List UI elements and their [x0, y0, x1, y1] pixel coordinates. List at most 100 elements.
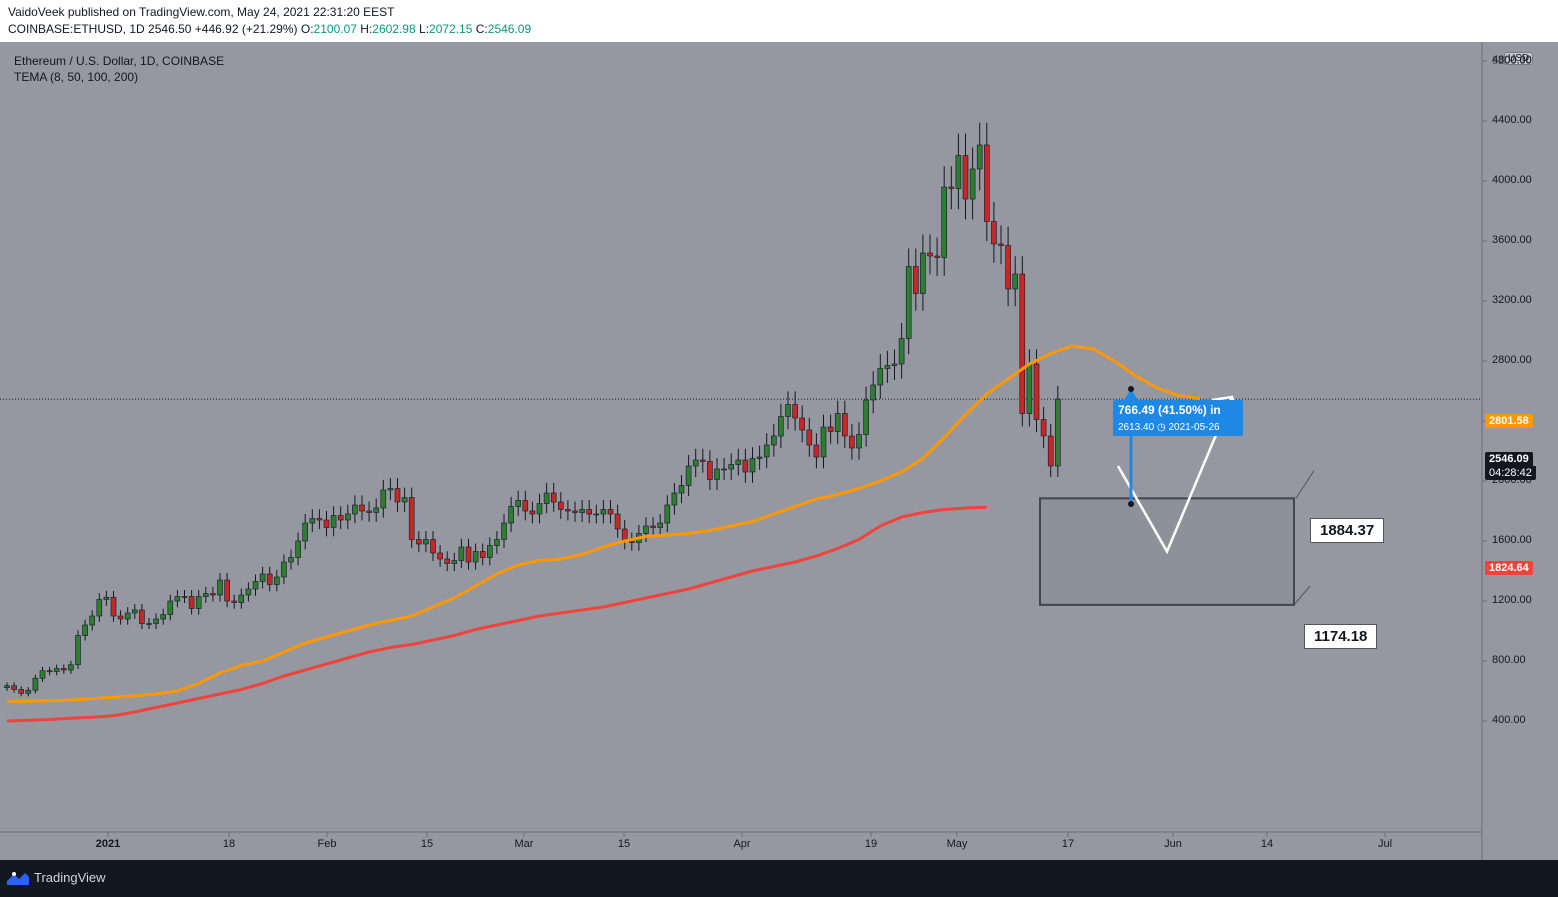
time-scale[interactable]: [0, 832, 1482, 860]
candle-body: [650, 525, 656, 528]
candle-up: [181, 590, 188, 603]
candle-body: [834, 413, 841, 432]
candle-up: [898, 323, 905, 379]
candle-body: [976, 144, 983, 170]
candle-down: [650, 517, 656, 537]
drawings[interactable]: [1039, 386, 1315, 606]
candle-body: [572, 510, 578, 513]
tema-lines: [6, 344, 1201, 723]
candle-body: [352, 504, 358, 515]
candle-body: [557, 501, 564, 510]
brand-footer: TradingView: [0, 860, 1558, 897]
candle-body: [1033, 363, 1040, 420]
candle-body: [224, 579, 230, 602]
callout-box-bottom[interactable]: 1174.18: [1304, 624, 1378, 649]
candle-up: [834, 400, 841, 444]
candle-up: [593, 504, 600, 524]
candle-body: [891, 363, 898, 366]
candle-down: [11, 682, 17, 693]
candle-body: [692, 459, 699, 467]
candle-body: [827, 426, 834, 432]
y-tick-label: 3200.00: [1492, 294, 1532, 306]
candle-up: [380, 479, 387, 518]
candle-body: [770, 435, 777, 446]
candle-down: [934, 237, 940, 276]
candle-body: [387, 488, 394, 491]
candle-body: [685, 465, 692, 486]
candle-down: [60, 664, 67, 674]
candle-up: [728, 453, 735, 480]
candle-body: [68, 664, 74, 671]
candle-body: [998, 243, 1004, 246]
chart-pane[interactable]: [0, 42, 1482, 832]
candle-body: [288, 557, 294, 563]
candle-down: [529, 501, 536, 524]
candle-body: [153, 618, 159, 624]
candle-body: [46, 670, 53, 673]
x-tick-label: Mar: [514, 838, 534, 850]
candle-down: [117, 610, 124, 625]
candle-up: [458, 538, 465, 569]
candle-body: [614, 513, 621, 530]
candle-up: [387, 478, 394, 501]
candle-up: [25, 687, 32, 697]
close-label: C:: [475, 22, 488, 36]
candle-down: [607, 499, 614, 524]
publish-header: VaidoVeek published on TradingView.com, …: [0, 0, 1558, 42]
x-tick-label: 15: [420, 838, 434, 850]
candle-up: [203, 586, 209, 603]
symbol-label: COINBASE:ETHUSD, 1D: [8, 22, 145, 36]
price-range-measure[interactable]: 766.49 (41.50%) in 2613.40 ◷ 2021-05-26: [1113, 400, 1243, 436]
candle-up: [281, 554, 287, 585]
candle-body: [934, 255, 940, 258]
callout-box-top[interactable]: 1884.37: [1310, 518, 1385, 543]
candle-body: [941, 186, 948, 258]
candle-down: [337, 506, 344, 530]
candle-down: [522, 490, 529, 521]
candle-up: [508, 496, 514, 533]
candle-body: [529, 510, 536, 515]
candle-down: [948, 166, 955, 210]
currency-badge[interactable]: USD: [1504, 52, 1534, 65]
candle-body: [273, 576, 280, 585]
candle-up: [969, 147, 976, 220]
candle-up: [735, 448, 742, 476]
candle-up: [515, 490, 522, 517]
candle-body: [841, 413, 848, 437]
candle-body: [344, 513, 351, 521]
candle-body: [472, 551, 479, 563]
candle-body: [1055, 398, 1061, 467]
candle-up: [891, 349, 898, 381]
candle-body: [195, 596, 202, 609]
candle-down: [998, 225, 1004, 265]
candle-body: [728, 464, 735, 470]
candle-down: [799, 405, 806, 443]
price-chart[interactable]: [0, 42, 1558, 860]
candle-up: [579, 499, 585, 522]
callout-top-pointer: [1295, 470, 1315, 499]
candle-body: [4, 685, 10, 688]
candle-body: [1040, 419, 1047, 437]
candle-body: [281, 561, 287, 578]
candles: [4, 122, 1061, 697]
candle-up: [132, 604, 138, 619]
candle-body: [955, 155, 962, 189]
candle-body: [785, 404, 791, 417]
candle-down: [1019, 256, 1026, 427]
candle-up: [870, 371, 877, 414]
candle-down: [550, 482, 557, 512]
y-tick-label: 4400.00: [1492, 114, 1532, 126]
candle-body: [32, 677, 39, 691]
candle-body: [607, 509, 614, 515]
price-scale[interactable]: [1482, 42, 1558, 860]
x-tick-label: 17: [1061, 838, 1075, 850]
candle-body: [238, 594, 245, 603]
candle-body: [415, 539, 422, 545]
candle-down: [266, 566, 273, 592]
candle-body: [18, 689, 25, 694]
tema-red-price-label: 1824.64: [1485, 561, 1533, 575]
candle-down: [224, 572, 230, 608]
candle-up: [472, 543, 479, 570]
candle-body: [174, 596, 181, 602]
x-tick-label: Feb: [317, 838, 337, 850]
